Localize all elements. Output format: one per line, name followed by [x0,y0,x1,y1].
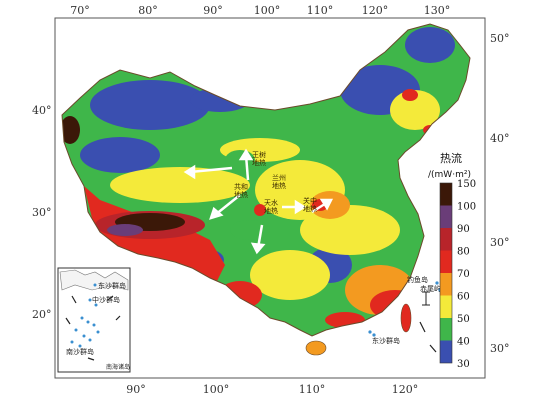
lon-tick-top: 110° [307,4,334,17]
legend-swatch [440,183,452,206]
legend-swatch [440,205,452,228]
annotation-gonghe-l2: 地热 [234,190,248,199]
legend-swatch [440,340,452,363]
legend-value: 60 [457,292,470,303]
legend-value: 40 [457,337,470,348]
label-chiwei: 赤尾屿 [420,284,441,293]
legend-swatch [440,250,452,273]
legend-value: 90 [457,224,470,235]
label-diaoyu: 钓鱼岛 [407,275,428,284]
annotation-tianshui-l2: 地热 [264,206,278,215]
annotation-lanzhou-l2: 地热 [272,181,286,190]
lat-tick-left: 40° [32,104,52,117]
legend-value: 70 [457,269,470,280]
annotation-guanzhong-l1: 关中 [303,196,317,205]
label-dongsha: 东沙群岛 [372,336,400,345]
legend-swatch [440,228,452,251]
annotation-wangshu-l2: 地热 [252,158,266,167]
annotation-lanzhou-l1: 兰州 [272,173,286,182]
china-outline [61,23,471,337]
hainan-island [305,340,327,356]
legend-frame [439,182,453,364]
lon-tick-top: 120° [362,4,389,17]
inset-corner-label: 南海诸岛 [106,363,130,371]
annotation-wangshu-l1: 王树 [252,150,266,159]
legend-title: 热流 [440,151,462,165]
lon-tick-top: 80° [138,4,158,17]
lat-tick-right: 30° [490,342,510,355]
island-labels: 钓鱼岛 赤尾屿 东沙群岛 [368,275,442,353]
legend-swatch [440,318,452,341]
inset-dongsha-label: 东沙群岛 [98,281,126,290]
lon-tick-bottom: 90° [126,383,146,396]
legend-value: 50 [457,314,470,325]
legend-unit: /(mW·m²) [428,170,471,180]
lon-tick-top: 130° [424,4,451,17]
longitude-ticks-top: 70° 80° 90° 100° 110° 120° 130° [70,4,450,17]
taiwan-island [400,303,412,333]
latitude-ticks-left: 40° 30° 20° [32,104,52,321]
lon-tick-top: 100° [254,4,281,17]
geothermal-annotations: 王树 地热 共和 地热 天水 地热 关中 地热 兰州 地热 [234,150,317,215]
inset-nansha-label: 南沙群岛 [66,347,94,356]
legend-swatch [440,273,452,296]
lat-tick-left: 20° [32,308,52,321]
flow-arrows [183,148,334,255]
legend-value: 30 [457,359,470,370]
lon-tick-bottom: 120° [392,383,419,396]
lat-tick-left: 30° [32,206,52,219]
legend-value: 150 [457,179,476,190]
legend-swatch [440,295,452,318]
legend-value: 100 [457,202,476,213]
lat-tick-right: 40° [490,132,510,145]
annotation-tianshui-l1: 天水 [264,198,278,207]
lat-tick-right: 30° [490,236,510,249]
legend-color-bar: 150 100 90 80 70 60 50 40 30 [439,179,476,370]
south-china-sea-inset: 东沙群岛 中沙群岛 南沙群岛 南海诸岛 [57,267,131,373]
lon-tick-top: 70° [70,4,90,17]
lat-tick-right: 50° [490,32,510,45]
heat-flow-legend: 热流 /(mW·m²) 150 100 90 80 70 60 50 40 30 [428,151,476,370]
latitude-ticks-right: 50° 40° 30° 30° [490,32,510,355]
inset-zhongsha-label: 中沙群岛 [92,295,120,304]
lon-tick-bottom: 110° [299,383,326,396]
lon-tick-top: 90° [203,4,223,17]
lon-tick-bottom: 100° [203,383,230,396]
annotation-gonghe-l1: 共和 [234,182,248,191]
longitude-ticks-bottom: 90° 100° 110° 120° [126,383,418,396]
annotation-guanzhong-l2: 地热 [303,204,317,213]
legend-value: 80 [457,247,470,258]
